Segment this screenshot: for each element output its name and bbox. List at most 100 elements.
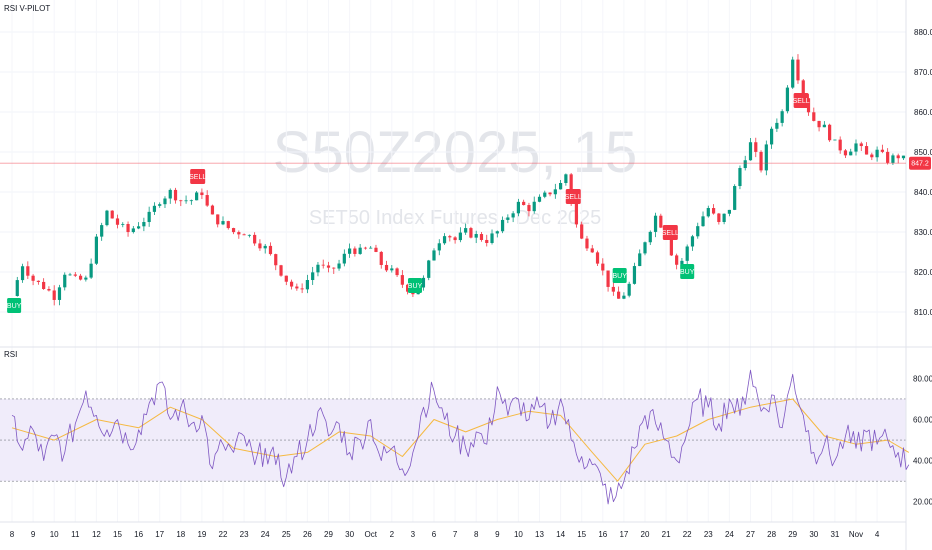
candle-body: [78, 275, 83, 280]
candle-body: [142, 222, 146, 227]
date-tick-label: 11: [71, 530, 80, 539]
candle-body: [522, 201, 526, 206]
date-tick-label: 29: [324, 530, 333, 539]
candle-body: [622, 295, 626, 299]
candle-body: [886, 151, 890, 163]
candle-body: [711, 208, 716, 214]
candle-body: [210, 205, 215, 215]
date-tick-label: 9: [495, 530, 500, 539]
candle-body: [115, 218, 120, 225]
candle-body: [469, 228, 473, 238]
candle-body: [748, 142, 753, 161]
candle-body: [490, 233, 494, 243]
candle-body: [743, 160, 747, 169]
date-tick-label: 4: [875, 530, 880, 539]
candle-body: [42, 281, 46, 289]
candle-body: [168, 189, 172, 199]
candle-body: [669, 235, 673, 256]
candle-body: [152, 205, 157, 212]
date-tick-label: 10: [514, 530, 523, 539]
candle-body: [474, 234, 478, 238]
candle-body: [36, 280, 40, 282]
candle-body: [859, 143, 863, 147]
candle-body: [548, 192, 552, 195]
candle-body: [363, 247, 368, 249]
price-tick-label: 820.0: [914, 268, 932, 277]
candle-body: [527, 205, 531, 212]
candle-body: [791, 59, 795, 88]
candle-body: [448, 236, 452, 238]
candle-body: [828, 124, 832, 141]
date-tick-label: 8: [474, 530, 479, 539]
candle-body: [722, 213, 726, 222]
candle-body: [26, 266, 30, 276]
date-tick-label: 22: [219, 530, 228, 539]
rsi-tick-label: 20.00: [913, 498, 932, 507]
candle-body: [870, 154, 874, 158]
buy-signal-label: BUY: [612, 273, 627, 280]
candle-body: [200, 192, 204, 196]
date-tick-label: 14: [556, 530, 565, 539]
rsi-series: [11, 369, 910, 505]
date-tick-label: 31: [830, 530, 839, 539]
candle-body: [733, 186, 737, 210]
candle-body: [643, 242, 647, 254]
price-tick-label: 880.0: [914, 28, 932, 37]
candle-body: [564, 174, 568, 183]
candle-body: [464, 228, 468, 233]
candle-body: [580, 224, 584, 239]
candle-body: [247, 234, 251, 236]
candle-body: [717, 213, 721, 222]
date-tick-label: 12: [92, 530, 101, 539]
buy-signal: [7, 298, 22, 313]
date-tick-label: 2: [390, 530, 395, 539]
date-tick-label: 8: [10, 530, 15, 539]
date-tick-label: 26: [303, 530, 312, 539]
price-axis[interactable]: 880.0 870.0 860.0 850.0 840.0 830.0 820.0 810.0: [914, 28, 932, 317]
candle-body: [163, 198, 167, 205]
candle-body: [706, 208, 710, 217]
candle-body: [875, 149, 879, 158]
date-tick-label: 10: [50, 530, 59, 539]
candle-body: [242, 234, 246, 236]
date-tick-label: 22: [683, 530, 692, 539]
date-tick-label: 17: [619, 530, 628, 539]
candle-body: [822, 124, 826, 128]
buy-signal: [408, 278, 423, 293]
candle-body: [838, 139, 842, 151]
candle-body: [358, 247, 362, 254]
candle-body: [590, 248, 594, 253]
candle-body: [31, 275, 35, 281]
sell-signal-label: SELL: [189, 174, 206, 181]
date-tick-label: 15: [113, 530, 122, 539]
price-tick-label: 860.0: [914, 108, 932, 117]
rsi-pane-title[interactable]: RSI: [4, 350, 17, 359]
price-tick-label: 810.0: [914, 308, 932, 317]
date-tick-label: 23: [240, 530, 249, 539]
sell-signal-label: SELL: [662, 230, 679, 237]
buy-signal: [680, 264, 695, 279]
candle-body: [131, 228, 135, 233]
date-tick-label: 13: [535, 530, 544, 539]
candle-body: [843, 150, 848, 156]
candle-body: [595, 252, 600, 264]
last-price-label: 847.2: [911, 161, 929, 168]
candle-body: [653, 215, 658, 232]
date-tick-label: 29: [788, 530, 797, 539]
candle-body: [390, 268, 394, 271]
time-axis[interactable]: 8 9 10 11 12 15 16 17 18 19 22 23 24 25 26 29 30 Oct 2 3 6 7 8…: [10, 530, 880, 539]
candle-body: [701, 216, 705, 227]
candle-body: [84, 277, 88, 280]
candle-body: [775, 122, 779, 129]
candle-body: [421, 277, 426, 288]
rsi-axis[interactable]: 80.00 60.00 40.00 20.00: [913, 374, 932, 506]
rsi-line: [11, 369, 910, 505]
candle-body: [601, 263, 605, 271]
candle-body: [801, 80, 805, 99]
date-tick-label: 3: [411, 530, 416, 539]
indicator-title[interactable]: RSI V-PILOT: [4, 4, 50, 13]
price-tick-label: 840.0: [914, 188, 932, 197]
candle-body: [342, 253, 346, 264]
date-tick-label: 16: [134, 530, 143, 539]
candle-body: [780, 111, 784, 123]
